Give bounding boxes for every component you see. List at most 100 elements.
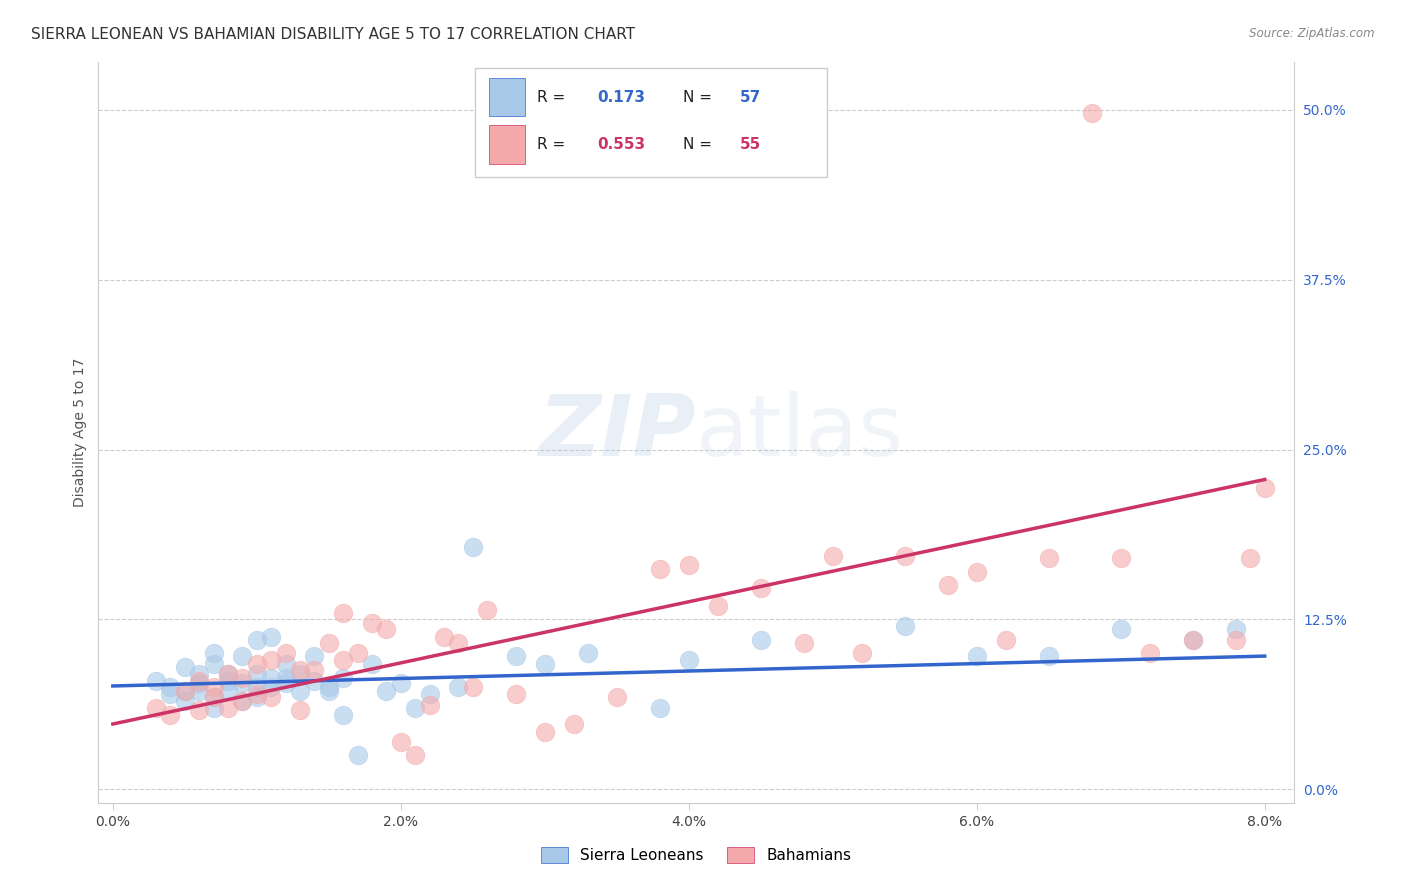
Point [576,646,599,660]
Point [159,681,181,695]
Point [188,703,211,717]
Point [288,684,311,698]
Point [202,690,225,704]
Point [419,698,441,712]
Point [246,632,269,647]
Point [159,707,181,722]
Point [173,694,195,708]
Point [749,632,772,647]
Text: N =: N = [683,90,717,104]
Point [304,663,326,677]
Bar [489,78,524,117]
Point [1254,481,1277,495]
Point [246,681,269,695]
Bar [489,126,524,164]
Text: Source: ZipAtlas.com: Source: ZipAtlas.com [1250,27,1375,40]
Point [173,660,195,674]
Point [505,649,527,664]
Point [332,653,354,667]
Point [533,725,555,739]
Point [332,606,354,620]
Point [893,619,915,633]
Point [678,653,700,667]
Point [318,681,340,695]
FancyBboxPatch shape [475,68,827,178]
Point [1109,622,1132,636]
Point [749,581,772,595]
Point [274,676,297,690]
Point [246,657,269,672]
Point [246,687,269,701]
Point [477,603,499,617]
Point [419,687,441,701]
Point [159,687,181,701]
Point [288,663,311,677]
Text: R =: R = [537,137,571,153]
Text: ZIP: ZIP [538,391,696,475]
Point [217,666,239,681]
Point [1081,105,1104,120]
Point [304,649,326,664]
Text: 57: 57 [740,90,762,104]
Point [793,635,815,649]
Point [678,558,700,572]
Text: N =: N = [683,137,717,153]
Point [346,748,368,763]
Point [173,684,195,698]
Point [231,671,253,685]
Point [893,549,915,563]
Point [1109,551,1132,566]
Text: R =: R = [537,90,571,104]
Point [188,673,211,688]
Point [505,687,527,701]
Point [533,657,555,672]
Point [1181,632,1204,647]
Point [231,694,253,708]
Point [217,700,239,714]
Point [821,549,844,563]
Point [936,578,959,592]
Point [202,700,225,714]
Point [389,734,412,748]
Point [231,649,253,664]
Point [648,562,671,576]
Text: 0.553: 0.553 [596,137,645,153]
Point [966,565,988,579]
Point [231,694,253,708]
Point [966,649,988,664]
Point [188,676,211,690]
Point [994,632,1017,647]
Point [1225,632,1247,647]
Legend: Sierra Leoneans, Bahamians: Sierra Leoneans, Bahamians [534,841,858,869]
Point [447,681,470,695]
Point [318,635,340,649]
Point [1038,649,1060,664]
Point [217,673,239,688]
Point [461,541,484,555]
Point [246,666,269,681]
Point [260,671,283,685]
Point [851,646,873,660]
Point [260,630,283,644]
Point [173,684,195,698]
Point [260,681,283,695]
Point [361,657,384,672]
Point [1038,551,1060,566]
Point [202,681,225,695]
Point [202,657,225,672]
Point [260,690,283,704]
Text: SIERRA LEONEAN VS BAHAMIAN DISABILITY AGE 5 TO 17 CORRELATION CHART: SIERRA LEONEAN VS BAHAMIAN DISABILITY AG… [31,27,636,42]
Point [288,666,311,681]
Point [1225,622,1247,636]
Point [231,676,253,690]
Point [188,666,211,681]
Point [246,690,269,704]
Point [145,700,167,714]
Point [375,684,398,698]
Point [304,673,326,688]
Point [404,748,426,763]
Point [202,690,225,704]
Point [706,599,728,613]
Point [361,616,384,631]
Text: 55: 55 [740,137,762,153]
